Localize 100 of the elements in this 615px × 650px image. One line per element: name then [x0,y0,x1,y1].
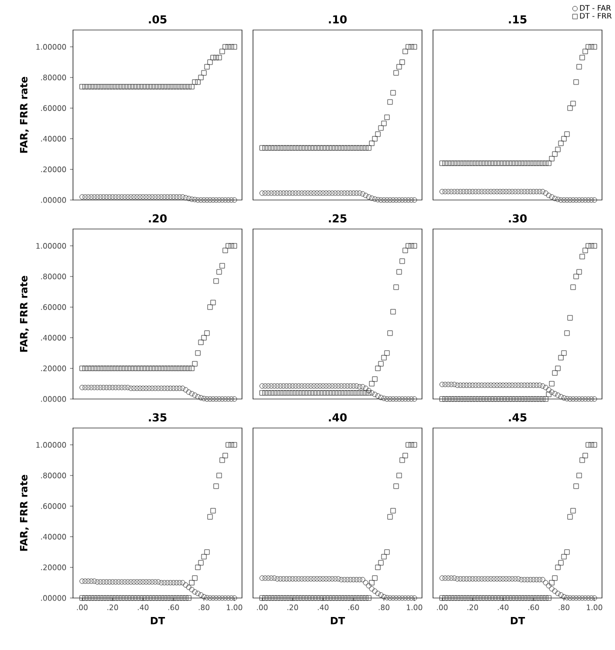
point [561,554,567,560]
point [396,396,402,402]
point [479,595,484,601]
point [488,396,494,402]
point [122,84,128,90]
point [366,194,372,200]
point [128,84,134,90]
point [356,595,362,601]
point [494,595,500,601]
point [573,595,579,601]
point [387,330,393,336]
point [412,442,418,448]
point [497,160,503,166]
point [79,366,85,372]
point [100,366,106,372]
point [338,390,344,396]
point [518,396,524,402]
point [396,472,402,478]
point [150,579,155,585]
point [546,392,552,398]
point [356,576,362,582]
point [164,595,170,601]
point [350,145,356,151]
chart-title: .30 [508,214,527,223]
point [272,145,277,151]
point [558,394,564,400]
point [176,386,182,391]
point [259,145,265,151]
chart-title: .05 [148,15,166,24]
point [290,390,296,396]
point [134,595,140,601]
point [152,194,158,200]
point [363,192,368,198]
point [150,386,155,391]
point [530,576,536,582]
point [320,576,326,582]
point [530,595,536,601]
point [94,595,100,601]
point [308,390,314,396]
point [464,576,470,582]
point [460,160,466,166]
point [393,595,399,601]
point [400,60,405,65]
point [552,151,558,157]
point [150,84,155,90]
point [116,579,122,585]
point [384,549,390,555]
point [534,382,540,388]
point [503,595,509,601]
point [140,386,146,391]
point [140,84,146,90]
point [82,384,88,390]
point [168,194,174,200]
point [448,595,454,601]
point [134,194,140,200]
point [561,594,567,600]
point [156,84,161,90]
point [100,384,106,390]
point [588,243,594,248]
point [119,366,124,372]
point [522,188,528,194]
point [552,588,558,594]
point [220,48,225,54]
chart-title: .10 [328,15,347,24]
point [555,366,561,372]
point [546,595,552,601]
point [406,44,411,50]
point [183,195,188,200]
point [207,514,213,520]
point [228,442,234,448]
point [476,188,482,194]
point [390,595,396,601]
point [140,366,146,372]
point [360,384,366,390]
point [116,384,122,390]
point [466,382,472,388]
point [518,382,524,388]
point [125,84,130,90]
point [226,197,231,203]
point [222,595,228,601]
point [134,386,140,391]
point [286,145,292,151]
chart-title: .35 [148,413,166,422]
point [305,595,310,601]
point [284,190,290,196]
point [82,366,88,372]
point [466,595,472,601]
point [180,386,186,391]
x-axis-title: DT [510,617,525,624]
point [94,384,100,390]
point [452,396,457,402]
point [582,248,588,254]
point [354,383,360,389]
point [446,595,451,601]
point [305,390,310,396]
point [442,396,448,402]
point [588,44,594,50]
point [198,197,204,203]
point [278,390,284,396]
point [201,197,207,203]
